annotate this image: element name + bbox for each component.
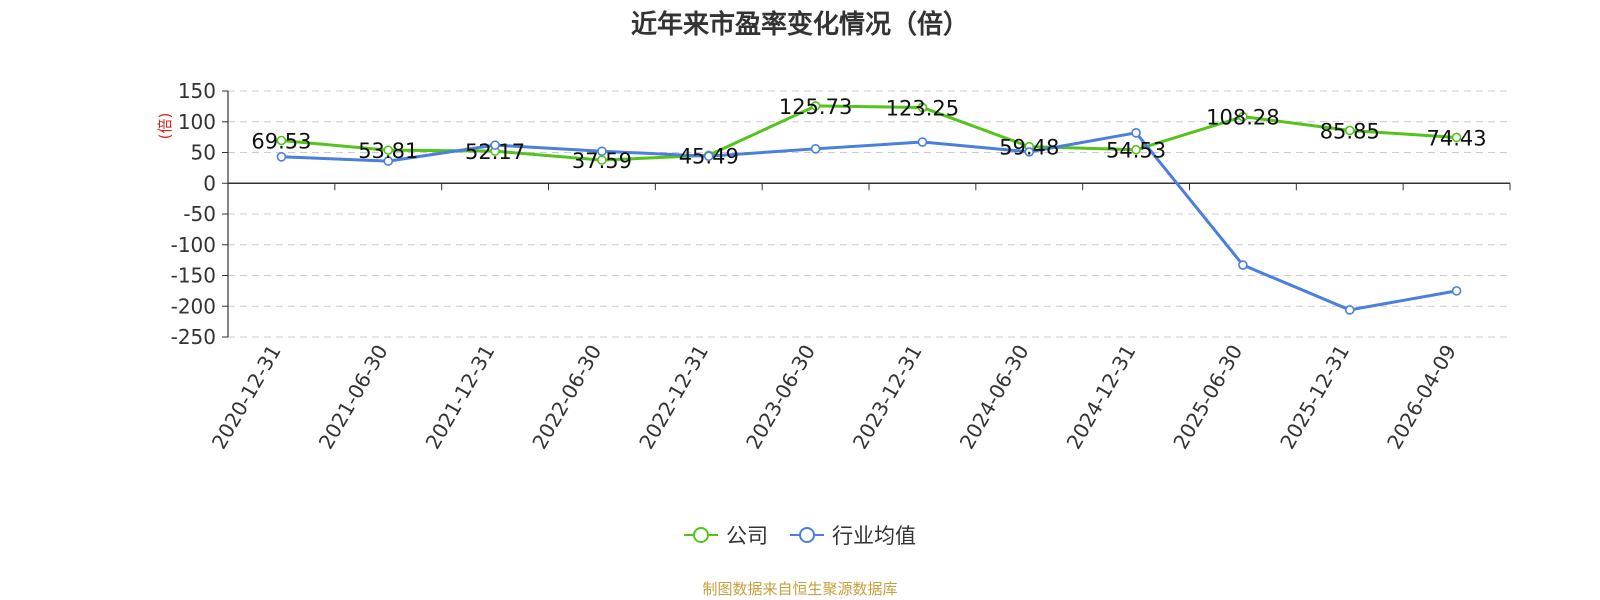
y-tick-label: -250 xyxy=(171,325,216,349)
data-point xyxy=(1131,144,1141,155)
y-tick-label: -150 xyxy=(171,264,216,288)
data-point xyxy=(1131,128,1141,138)
data-point xyxy=(917,102,928,113)
x-tick-label: 2025-12-31 xyxy=(1275,341,1354,454)
y-tick-label: 100 xyxy=(178,110,216,134)
x-tick-label: 2024-06-30 xyxy=(955,341,1034,454)
data-point xyxy=(597,155,607,165)
grid-lines xyxy=(228,90,1510,338)
legend: 公司 行业均值 xyxy=(0,520,1600,550)
series-line-0 xyxy=(281,104,1457,162)
axes: 150 100 50 0 -50 -100 -150 -200 -250 (倍) 2020-12-3… xyxy=(156,79,1511,454)
data-point xyxy=(1344,305,1355,315)
x-tick-label: 2021-06-30 xyxy=(314,341,393,454)
data-point xyxy=(810,101,821,111)
data-label: 74.43 xyxy=(1427,126,1487,150)
series-lines xyxy=(276,101,1462,315)
x-tick-label: 2022-06-30 xyxy=(527,341,606,454)
legend-marker-icon xyxy=(684,527,718,543)
data-point xyxy=(1024,147,1035,157)
legend-item-1[interactable]: 行业均值 xyxy=(790,520,916,550)
legend-label: 公司 xyxy=(726,524,768,548)
chart-title: 近年来市盈率变化情况（倍） xyxy=(630,10,969,40)
data-label: 108.28 xyxy=(1206,106,1279,130)
source-note: 制图数据来自恒生聚源数据库 xyxy=(702,580,898,598)
data-point xyxy=(810,144,821,154)
x-tick-label: 2022-12-31 xyxy=(634,341,713,454)
y-axis-label: (倍) xyxy=(156,113,174,140)
y-tick-label: -50 xyxy=(183,202,216,226)
x-tick-label: 2020-12-31 xyxy=(207,341,286,454)
data-labels: 69.53 53.81 52.17 37.59 45.49 125.73 123.25 59.… xyxy=(251,95,1486,173)
data-label: 69.53 xyxy=(251,129,311,153)
x-tick-label: 2026-04-09 xyxy=(1382,341,1461,454)
data-label: 53.81 xyxy=(358,139,418,163)
x-tick-label: 2023-12-31 xyxy=(848,341,927,454)
data-label: 125.73 xyxy=(779,95,852,119)
y-tick-label: 0 xyxy=(203,171,216,195)
data-label: 45.49 xyxy=(679,144,739,168)
data-point xyxy=(383,145,394,155)
x-tick-label: 2024-12-31 xyxy=(1062,341,1141,454)
y-tick-label: 150 xyxy=(178,79,216,103)
y-tick-label: -100 xyxy=(171,233,216,257)
data-point xyxy=(490,140,500,150)
data-point xyxy=(1238,111,1248,122)
y-tick-label: -200 xyxy=(171,294,216,318)
data-label: 123.25 xyxy=(886,96,959,120)
data-point xyxy=(276,135,287,146)
data-point xyxy=(1344,125,1355,136)
data-point xyxy=(276,152,287,162)
data-point xyxy=(1451,132,1462,143)
data-label: 54.53 xyxy=(1106,139,1166,163)
data-point xyxy=(917,137,928,147)
data-label: 52.17 xyxy=(465,140,525,164)
data-label: 37.59 xyxy=(572,149,632,173)
x-tick-label: 2023-06-30 xyxy=(741,341,820,454)
data-label: 85.85 xyxy=(1320,119,1380,143)
data-point xyxy=(383,156,394,166)
series-line-1 xyxy=(281,131,1457,312)
y-tick-label: 50 xyxy=(191,141,216,165)
x-tick-label: 2021-12-31 xyxy=(421,341,500,454)
data-point xyxy=(703,151,714,161)
legend-item-0[interactable]: 公司 xyxy=(684,520,768,550)
legend-marker-icon xyxy=(790,527,824,543)
legend-label: 行业均值 xyxy=(832,524,916,548)
data-point xyxy=(597,146,607,157)
data-label: 59.48 xyxy=(999,136,1059,160)
x-tick-label: 2025-06-30 xyxy=(1168,341,1247,454)
data-point xyxy=(1451,286,1462,296)
data-point xyxy=(1238,260,1248,270)
